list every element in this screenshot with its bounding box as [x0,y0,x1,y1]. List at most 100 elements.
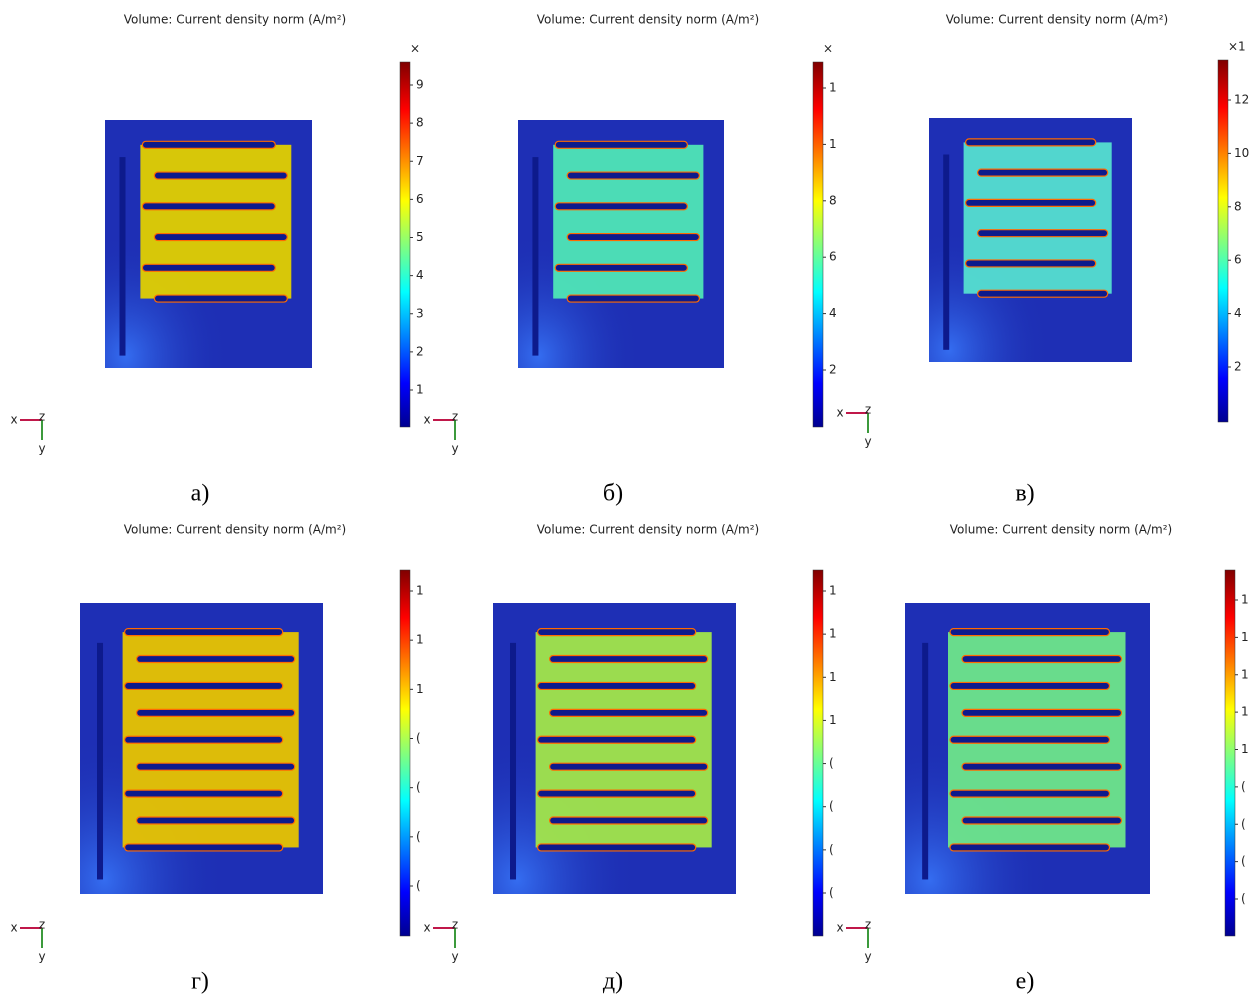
plot-title: Volume: Current density norm (A/m²) [946,13,1168,27]
electrode-slit [136,816,296,825]
colorbar-label: 9 [416,78,424,92]
electrode-slit [123,735,284,744]
electrode-slit [123,627,284,637]
electrode-slit [548,708,709,717]
colorbar [399,569,411,937]
electrode-slit [153,294,288,303]
colorbar-label: 1 [829,670,837,684]
feed-line [119,157,126,356]
colorbar-label: 3 [416,306,424,320]
feed-line [943,154,950,350]
colorbar-label: ( [1241,779,1246,793]
colorbar-label: 2 [829,363,837,377]
axis-label-x: x [10,921,17,935]
colorbar [1224,569,1236,937]
colorbar-label: ( [1241,854,1246,868]
colorbar-label: 2 [416,344,424,358]
electrode-slit [548,654,709,664]
colorbar-label: 6 [829,250,837,264]
electrode-slit [536,735,697,744]
colorbar-label: 4 [416,268,424,282]
electrode-slit [136,708,296,717]
electrode-slit [949,843,1111,852]
colorbar-label: 4 [829,306,837,320]
axis-label-z: z [39,410,45,424]
colorbar-label: 5 [416,230,424,244]
electrode-slit [141,263,276,272]
colorbar-label: ( [416,879,421,893]
electrode-slit [566,171,701,180]
electrode-slit [548,762,709,771]
electrode-slit [141,140,276,149]
colorbar-label: ( [416,731,421,745]
axis-label-y: y [864,950,871,964]
plot-title: Volume: Current density norm (A/m²) [537,523,759,537]
colorbar-label: 1 [1241,667,1249,681]
feed-line [510,642,517,880]
caption: е) [1016,969,1035,994]
plot-title: Volume: Current density norm (A/m²) [124,523,346,537]
electrode-slit [536,627,697,637]
caption: а) [191,481,210,507]
colorbar [399,61,411,428]
electrode-slit [949,735,1111,744]
axis-label-y: y [38,442,45,456]
electrode-slit [949,789,1111,798]
current-region [963,142,1112,294]
colorbar-label: ( [829,756,834,770]
axis-label-x: x [836,406,843,420]
electrode-slit [961,762,1123,771]
colorbar-label: 8 [1234,199,1242,213]
electrode-slit [536,789,697,798]
electrode-slit [964,138,1097,147]
electrode-slit [153,232,288,242]
electrode-slit [961,654,1123,664]
axis-label-z: z [865,403,871,417]
colorbar-label: 12 [1234,93,1249,107]
plot-title: Volume: Current density norm (A/m²) [950,523,1172,537]
electrode-slit [949,681,1111,691]
feed-line [922,642,929,880]
electrode-slit [976,168,1109,177]
electrode-slit [123,789,284,798]
axis-label-z: z [452,410,458,424]
axis-label-z: z [39,918,45,932]
colorbar-label: ( [829,842,834,856]
axis-label-y: y [451,442,458,456]
colorbar-label: 1 [829,627,837,641]
electrode-slit [554,263,689,272]
axis-label-z: z [452,918,458,932]
axis-label-y: y [451,950,458,964]
caption: г) [191,969,209,994]
colorbar-label: 1 [829,713,837,727]
colorbar-label: 1 [829,137,837,151]
colorbar-label: ( [829,799,834,813]
colorbar-label: 1 [1241,705,1249,719]
colorbar [812,61,824,428]
caption: д) [603,969,623,994]
caption: в) [1015,481,1034,507]
axis-label-y: y [38,950,45,964]
feed-line [532,157,539,356]
colorbar-multiplier: × [823,42,833,56]
electrode-slit [136,762,296,771]
colorbar-label: 1 [829,81,837,95]
colorbar-label: 1 [416,633,424,647]
electrode-slit [554,202,689,211]
electrode-slit [961,708,1123,717]
colorbar-label: 8 [416,116,424,130]
plot-title: Volume: Current density norm (A/m²) [537,13,759,27]
axis-label-x: x [10,413,17,427]
axis-label-x: x [836,921,843,935]
current-region [140,144,292,299]
colorbar-label: 1 [1241,742,1249,756]
electrode-slit [153,171,288,180]
colorbar-label: ( [1241,892,1246,906]
colorbar-label: 1 [1241,630,1249,644]
electrode-slit [548,816,709,825]
colorbar-label: 1 [416,584,424,598]
colorbar [1217,59,1229,423]
electrode-slit [554,140,689,149]
colorbar-label: ( [416,780,421,794]
